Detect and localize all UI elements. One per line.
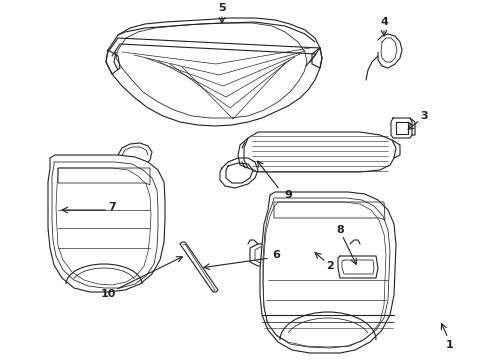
Text: 8: 8	[336, 225, 344, 235]
Text: 5: 5	[218, 3, 226, 13]
Text: 7: 7	[108, 202, 116, 212]
Text: 9: 9	[284, 190, 292, 200]
Polygon shape	[106, 18, 322, 126]
Text: 2: 2	[326, 261, 334, 271]
Polygon shape	[244, 132, 396, 172]
Text: 10: 10	[100, 289, 116, 299]
Text: 3: 3	[420, 111, 428, 121]
Text: 1: 1	[446, 340, 454, 350]
Text: 6: 6	[272, 250, 280, 260]
Polygon shape	[250, 244, 358, 266]
Polygon shape	[48, 155, 165, 292]
Polygon shape	[260, 192, 396, 353]
Text: 4: 4	[380, 17, 388, 27]
